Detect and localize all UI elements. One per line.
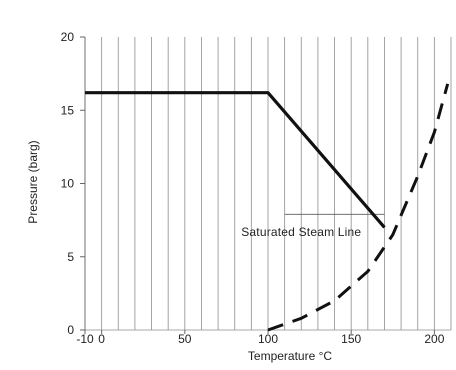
- x-axis-tick-label: -10: [76, 332, 94, 346]
- x-axis-tick-label: 50: [178, 332, 192, 346]
- x-axis-tick-label: 0: [98, 332, 105, 346]
- y-axis-tick-label: 20: [61, 30, 75, 44]
- grid-layer: [84, 37, 452, 330]
- x-axis-tick-label: 100: [258, 332, 278, 346]
- y-axis-tick-label: 5: [67, 250, 74, 264]
- saturated-steam-curve: [267, 83, 450, 332]
- saturated-steam-line-label: Saturated Steam Line: [241, 225, 361, 239]
- x-axis-tick-label: 200: [424, 332, 444, 346]
- x-axis-title: Temperature °C: [248, 349, 332, 363]
- x-axis-tick-label: 150: [341, 332, 361, 346]
- series-layer: [85, 83, 450, 332]
- y-axis-tick-label: 10: [61, 177, 75, 191]
- y-axis-title: Pressure (barg): [26, 140, 40, 223]
- pressure-limit-line: [85, 91, 386, 229]
- y-axis-tick-label: 0: [67, 323, 74, 337]
- y-axis-tick-label: 15: [61, 103, 75, 117]
